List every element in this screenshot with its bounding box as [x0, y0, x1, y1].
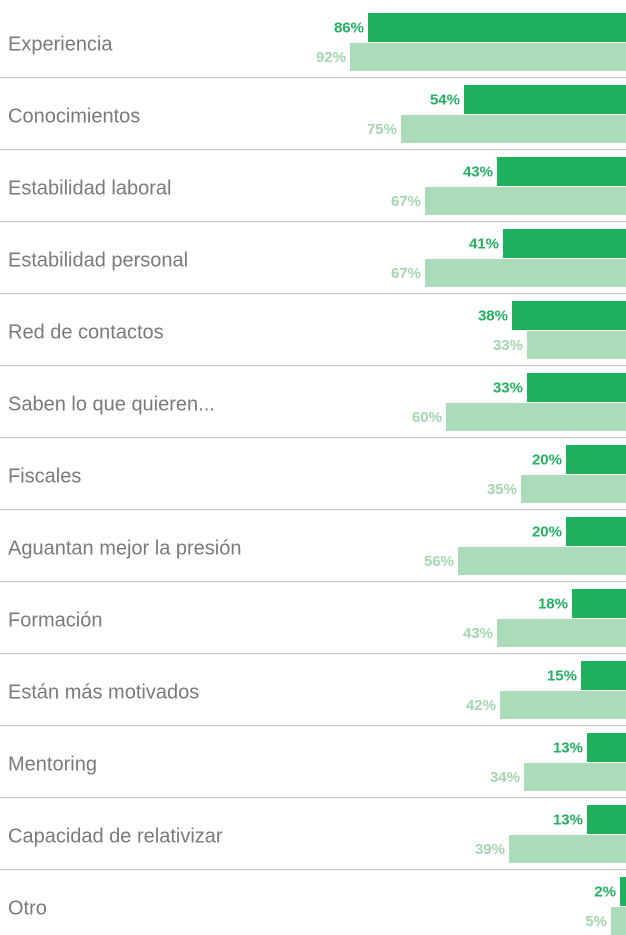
value-label: 75%: [367, 121, 397, 138]
category-label: Estabilidad personal: [8, 249, 188, 271]
value-label: 41%: [469, 235, 499, 252]
bar: [620, 877, 626, 906]
bar: [497, 619, 626, 647]
value-label: 33%: [493, 379, 523, 396]
category-label: Están más motivados: [8, 681, 199, 703]
bar: [512, 301, 626, 330]
value-label: 39%: [475, 841, 505, 858]
bar: [611, 907, 626, 935]
value-label: 18%: [538, 595, 568, 612]
bar: [446, 403, 626, 431]
bar: [464, 85, 626, 114]
bar: [503, 229, 626, 258]
value-label: 56%: [424, 553, 454, 570]
value-label: 67%: [391, 265, 421, 282]
category-label: Mentoring: [8, 753, 97, 775]
bar: [566, 517, 626, 546]
value-label: 5%: [585, 913, 607, 930]
category-label: Estabilidad laboral: [8, 177, 171, 199]
category-label: Experiencia: [8, 33, 113, 55]
value-label: 43%: [463, 625, 493, 642]
value-label: 20%: [532, 523, 562, 540]
category-label: Formación: [8, 609, 102, 631]
bar: [566, 445, 626, 474]
value-label: 86%: [334, 19, 364, 36]
value-label: 20%: [532, 451, 562, 468]
value-label: 43%: [463, 163, 493, 180]
bar: [458, 547, 626, 575]
category-label: Saben lo que quieren...: [8, 393, 215, 415]
category-label: Fiscales: [8, 465, 81, 487]
bar: [497, 157, 626, 186]
value-label: 38%: [478, 307, 508, 324]
category-label: Conocimientos: [8, 105, 140, 127]
bar: [425, 187, 626, 215]
value-label: 42%: [466, 697, 496, 714]
category-label: Capacidad de relativizar: [8, 825, 223, 847]
bar: [401, 115, 626, 143]
category-label: Otro: [8, 897, 47, 919]
bar: [509, 835, 626, 863]
bar: [350, 43, 626, 71]
value-label: 15%: [547, 667, 577, 684]
bar: [425, 259, 626, 287]
category-label: Aguantan mejor la presión: [8, 537, 241, 559]
bar: [527, 373, 626, 402]
bar: [521, 475, 626, 503]
value-label: 60%: [412, 409, 442, 426]
category-label: Red de contactos: [8, 321, 164, 343]
value-label: 2%: [594, 883, 616, 900]
value-label: 35%: [487, 481, 517, 498]
bar: [587, 733, 626, 762]
bar: [587, 805, 626, 834]
value-label: 67%: [391, 193, 421, 210]
value-label: 33%: [493, 337, 523, 354]
bar: [500, 691, 626, 719]
bar: [524, 763, 626, 791]
value-label: 13%: [553, 739, 583, 756]
bar: [368, 13, 626, 42]
value-label: 92%: [316, 49, 346, 66]
bar: [581, 661, 626, 690]
bar: [527, 331, 626, 359]
value-label: 34%: [490, 769, 520, 786]
bar: [572, 589, 626, 618]
value-label: 54%: [430, 91, 460, 108]
value-label: 13%: [553, 811, 583, 828]
